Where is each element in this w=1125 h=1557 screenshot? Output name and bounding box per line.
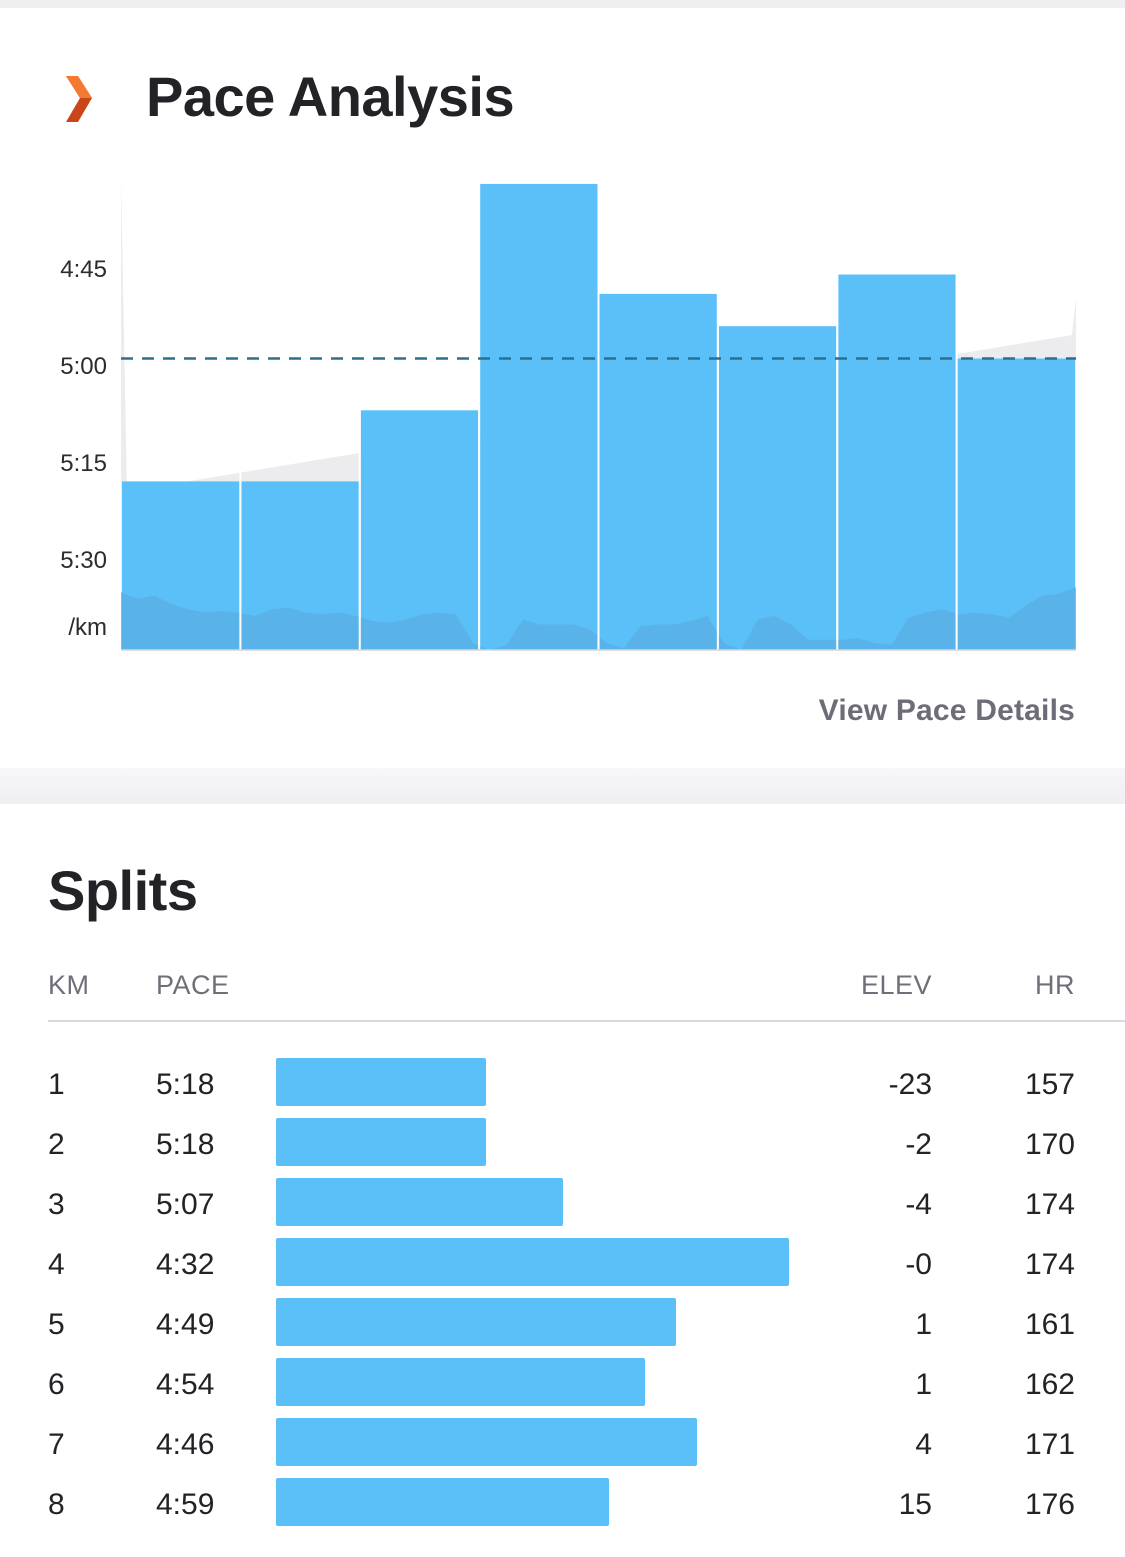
split-pace-bar xyxy=(276,1238,789,1286)
split-row-km-6[interactable]: 6 4:54 1 162 xyxy=(0,1358,1125,1418)
section-divider xyxy=(0,768,1125,804)
split-row-km-4[interactable]: 4 4:32 -0 174 xyxy=(0,1238,1125,1298)
split-pace: 4:46 xyxy=(156,1428,215,1461)
pace-bar-km-5[interactable] xyxy=(599,293,717,650)
pace-bar-km-4[interactable] xyxy=(480,183,598,650)
split-pace: 4:32 xyxy=(156,1248,215,1281)
split-hr: 161 xyxy=(1024,1308,1075,1341)
split-elev: 1 xyxy=(915,1368,932,1401)
split-pace-bar xyxy=(276,1058,486,1106)
split-hr: 174 xyxy=(1024,1248,1075,1281)
top-gap xyxy=(0,0,1125,8)
km-column-header: KM xyxy=(48,970,90,1000)
pace-chart: 4:45 5:00 5:15 5:30/km xyxy=(60,158,1076,651)
split-elev: 4 xyxy=(915,1428,932,1461)
split-row-km-3[interactable]: 3 5:07 -4 174 xyxy=(0,1178,1125,1238)
split-row-km-2[interactable]: 2 5:18 -2 170 xyxy=(0,1118,1125,1178)
splits-card: Splits KM PACE ELEV HR 1 5:18 -23 157 2 5:18-… xyxy=(0,804,1125,1557)
split-row-km-7[interactable]: 7 4:46 4 171 xyxy=(0,1418,1125,1478)
pace-bar-km-7[interactable] xyxy=(838,274,956,651)
split-pace: 5:07 xyxy=(156,1188,215,1221)
split-hr: 170 xyxy=(1024,1128,1075,1161)
split-hr: 162 xyxy=(1024,1368,1075,1401)
pace-bar-km-6[interactable] xyxy=(718,326,837,650)
split-hr: 171 xyxy=(1024,1428,1075,1461)
hr-column-header: HR xyxy=(1035,970,1075,1000)
split-elev: -23 xyxy=(888,1068,932,1101)
split-pace: 4:59 xyxy=(156,1488,215,1521)
split-elev: -4 xyxy=(905,1188,932,1221)
split-pace-bar xyxy=(276,1298,676,1346)
split-pace-bar xyxy=(276,1178,563,1226)
split-pace: 5:18 xyxy=(156,1068,215,1101)
y-axis-tick-label: 5:00 xyxy=(60,353,107,380)
pace-column-header: PACE xyxy=(156,970,230,1000)
split-pace: 4:49 xyxy=(156,1308,215,1341)
split-elev: -0 xyxy=(905,1248,932,1281)
split-row-km-1[interactable]: 1 5:18 -23 157 xyxy=(0,1058,1125,1118)
split-km: 6 xyxy=(48,1368,65,1401)
y-axis-tick-label: 5:30 xyxy=(60,547,107,574)
split-km: 3 xyxy=(48,1188,65,1221)
split-km: 4 xyxy=(48,1248,65,1281)
split-km: 2 xyxy=(48,1128,65,1161)
chevron-right-orange-icon xyxy=(54,76,92,122)
split-pace-bar xyxy=(276,1358,645,1406)
page-title: Pace Analysis xyxy=(146,65,515,128)
split-elev: 15 xyxy=(898,1488,932,1521)
split-row-km-5[interactable]: 5 4:49 1 161 xyxy=(0,1298,1125,1358)
view-pace-details-link[interactable]: View Pace Details xyxy=(818,694,1075,727)
split-pace: 5:18 xyxy=(156,1128,215,1161)
elev-column-header: ELEV xyxy=(860,970,932,1000)
split-km: 8 xyxy=(48,1488,65,1521)
split-pace-bar xyxy=(276,1478,609,1526)
y-axis-tick-label: 4:45 xyxy=(60,256,107,283)
split-km: 1 xyxy=(48,1068,65,1101)
split-km: 7 xyxy=(48,1428,65,1461)
split-pace: 4:54 xyxy=(156,1368,215,1401)
pace-bar-km-3[interactable] xyxy=(360,410,479,650)
split-pace-bar xyxy=(276,1118,486,1166)
split-hr: 174 xyxy=(1024,1188,1075,1221)
pace-analysis-card: Pace Analysis 4:45 5:00 5:15 5:30/km View P… xyxy=(0,8,1125,768)
split-row-km-8[interactable]: 8 4:59 15 176 xyxy=(0,1478,1125,1538)
split-pace-bar xyxy=(276,1418,697,1466)
split-elev: 1 xyxy=(915,1308,932,1341)
header-divider xyxy=(48,1020,1125,1022)
split-km: 5 xyxy=(48,1308,65,1341)
split-hr: 157 xyxy=(1024,1068,1075,1101)
splits-title: Splits xyxy=(48,859,198,922)
y-axis-unit-label: /km xyxy=(68,614,107,641)
y-axis-tick-label: 5:15 xyxy=(60,450,107,477)
split-elev: -2 xyxy=(905,1128,932,1161)
split-hr: 176 xyxy=(1024,1488,1075,1521)
